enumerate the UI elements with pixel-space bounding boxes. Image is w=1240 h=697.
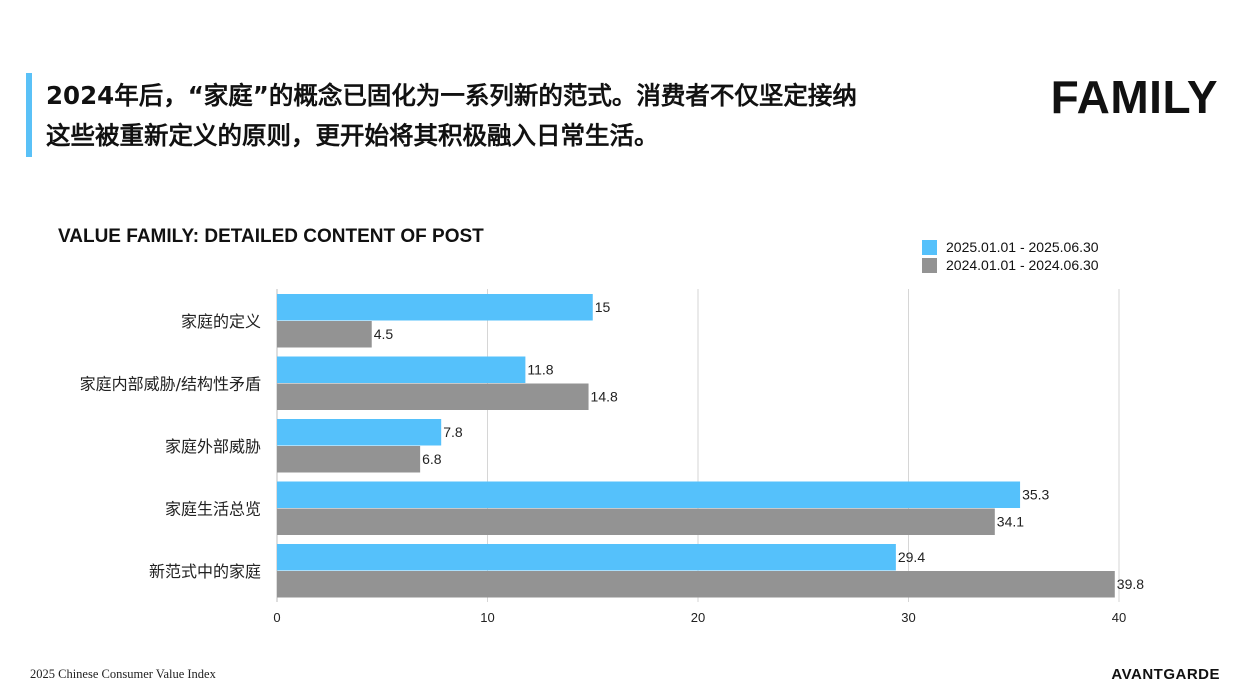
bar-2024 bbox=[277, 321, 372, 348]
footer-report-name: 2025 Chinese Consumer Value Index bbox=[30, 667, 216, 681]
x-tick-label: 10 bbox=[480, 610, 494, 625]
bar-2025 bbox=[277, 544, 896, 571]
legend-item-2024: 2024.01.01 - 2024.06.30 bbox=[922, 256, 1099, 274]
data-label: 11.8 bbox=[527, 361, 553, 377]
x-tick-label: 30 bbox=[901, 610, 915, 625]
bar-2024 bbox=[277, 383, 589, 410]
legend-label-2025: 2025.01.01 - 2025.06.30 bbox=[946, 239, 1099, 255]
data-label: 39.8 bbox=[1117, 576, 1144, 592]
headline: 2024年后，“家庭”的概念已固化为一系列新的范式。消费者不仅坚定接纳 这些被重… bbox=[46, 76, 1006, 156]
category-label: 家庭的定义 bbox=[181, 312, 261, 331]
category-label: 家庭生活总览 bbox=[165, 500, 261, 519]
accent-bar bbox=[26, 73, 32, 157]
chart-legend: 2025.01.01 - 2025.06.30 2024.01.01 - 202… bbox=[922, 238, 1099, 274]
legend-swatch-2024 bbox=[922, 257, 937, 273]
data-label: 14.8 bbox=[591, 388, 618, 404]
data-label: 34.1 bbox=[997, 513, 1024, 529]
bar-2025 bbox=[277, 481, 1021, 508]
headline-line-1: 2024年后，“家庭”的概念已固化为一系列新的范式。消费者不仅坚定接纳 bbox=[46, 81, 857, 110]
section-title: FAMILY bbox=[1050, 71, 1218, 123]
data-label: 7.8 bbox=[443, 424, 463, 440]
bar-2024 bbox=[277, 508, 995, 535]
x-tick-label: 0 bbox=[273, 610, 280, 625]
chart-title: VALUE FAMILY: DETAILED CONTENT OF POST bbox=[58, 226, 484, 247]
bar-2025 bbox=[277, 356, 526, 383]
data-label: 4.5 bbox=[374, 326, 394, 342]
x-tick-label: 20 bbox=[691, 610, 705, 625]
headline-line-2: 这些被重新定义的原则，更开始将其积极融入日常生活。 bbox=[46, 121, 659, 150]
data-label: 35.3 bbox=[1022, 486, 1049, 502]
data-label: 6.8 bbox=[422, 451, 442, 467]
brand-logo: AVANTGARDE bbox=[1111, 666, 1220, 683]
legend-swatch-2025 bbox=[922, 239, 937, 255]
data-label: 29.4 bbox=[898, 549, 925, 565]
legend-item-2025: 2025.01.01 - 2025.06.30 bbox=[922, 238, 1099, 256]
category-label: 家庭内部威胁/结构性矛盾 bbox=[80, 375, 261, 394]
bar-2025 bbox=[277, 419, 442, 446]
bar-2024 bbox=[277, 446, 421, 473]
bar-2024 bbox=[277, 571, 1115, 598]
data-label: 15 bbox=[595, 299, 611, 315]
x-tick-label: 40 bbox=[1112, 610, 1126, 625]
category-label: 家庭外部威胁 bbox=[165, 437, 261, 456]
legend-label-2024: 2024.01.01 - 2024.06.30 bbox=[946, 257, 1099, 273]
category-label: 新范式中的家庭 bbox=[149, 562, 261, 581]
bar-2025 bbox=[277, 294, 593, 321]
